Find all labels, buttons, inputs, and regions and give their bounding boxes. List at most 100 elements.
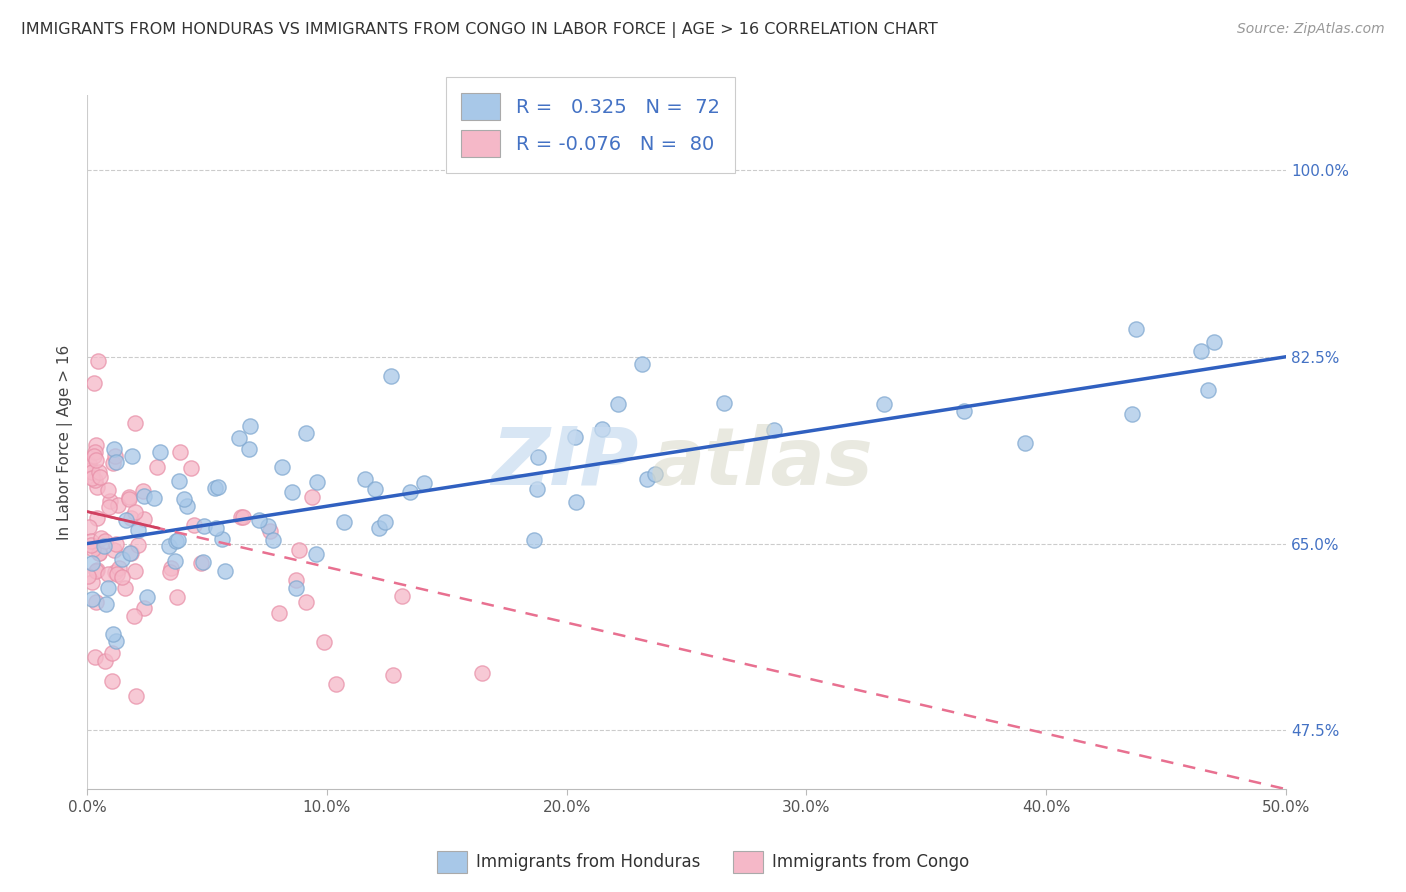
Point	[399, 485, 422, 500]
Point	[1204, 334, 1226, 349]
Point	[84, 438, 107, 452]
Point	[607, 397, 630, 411]
Point	[228, 431, 250, 445]
Point	[111, 570, 134, 584]
Point	[191, 554, 214, 568]
Point	[169, 475, 191, 489]
Point	[249, 513, 271, 527]
Point	[105, 567, 128, 582]
Point	[117, 491, 139, 505]
Point	[305, 475, 328, 489]
Point	[271, 459, 294, 474]
Point	[77, 520, 100, 534]
Point	[333, 515, 356, 529]
Point	[207, 480, 229, 494]
Point	[167, 533, 190, 547]
Point	[82, 575, 104, 590]
Point	[364, 482, 387, 496]
Point	[132, 601, 155, 615]
Legend: Immigrants from Honduras, Immigrants from Congo: Immigrants from Honduras, Immigrants fro…	[430, 845, 976, 880]
Point	[1121, 407, 1143, 421]
Point	[93, 654, 115, 668]
Point	[97, 566, 120, 581]
Point	[143, 491, 166, 505]
Point	[89, 470, 111, 484]
Point	[132, 511, 155, 525]
Point	[713, 395, 735, 409]
Point	[105, 537, 128, 551]
Point	[526, 482, 548, 496]
Point	[101, 627, 124, 641]
Point	[118, 492, 141, 507]
Point	[84, 595, 107, 609]
Point	[80, 463, 103, 477]
Y-axis label: In Labor Force | Age > 16: In Labor Force | Age > 16	[58, 344, 73, 540]
Point	[86, 480, 108, 494]
Point	[132, 483, 155, 498]
Point	[169, 444, 191, 458]
Point	[380, 368, 402, 383]
Point	[83, 449, 105, 463]
Point	[762, 423, 785, 437]
Point	[84, 445, 107, 459]
Point	[231, 510, 253, 524]
Point	[301, 490, 323, 504]
Point	[267, 606, 290, 620]
Point	[115, 513, 138, 527]
Point	[83, 376, 105, 390]
Point	[104, 633, 127, 648]
Point	[214, 565, 236, 579]
Point	[159, 561, 181, 575]
Point	[101, 673, 124, 688]
Point	[83, 650, 105, 665]
Point	[80, 538, 103, 552]
Point	[104, 455, 127, 469]
Point	[523, 533, 546, 547]
Point	[100, 494, 122, 508]
Point	[239, 419, 262, 434]
Point	[127, 538, 149, 552]
Point	[121, 450, 143, 464]
Text: IMMIGRANTS FROM HONDURAS VS IMMIGRANTS FROM CONGO IN LABOR FORCE | AGE > 16 CORR: IMMIGRANTS FROM HONDURAS VS IMMIGRANTS F…	[21, 22, 938, 38]
Point	[96, 581, 118, 595]
Point	[238, 442, 260, 457]
Point	[114, 582, 136, 596]
Point	[86, 511, 108, 525]
Text: ZIP: ZIP	[491, 424, 638, 502]
Point	[295, 426, 318, 441]
Point	[120, 546, 142, 560]
Point	[103, 543, 125, 558]
Point	[87, 465, 110, 479]
Point	[259, 524, 281, 538]
Point	[84, 565, 107, 579]
Point	[565, 495, 588, 509]
Point	[1197, 383, 1219, 397]
Point	[211, 532, 233, 546]
Point	[205, 520, 228, 534]
Point	[391, 589, 413, 603]
Point	[166, 591, 188, 605]
Point	[87, 545, 110, 559]
Point	[631, 357, 654, 371]
Point	[124, 417, 146, 431]
Point	[873, 397, 896, 411]
Point	[285, 573, 308, 587]
Point	[159, 565, 181, 579]
Point	[636, 472, 658, 486]
Point	[183, 517, 205, 532]
Point	[368, 521, 391, 535]
Point	[157, 539, 180, 553]
Point	[80, 465, 103, 479]
Point	[163, 554, 186, 568]
Point	[84, 473, 107, 487]
Point	[166, 534, 188, 549]
Point	[1189, 343, 1212, 358]
Point	[104, 565, 127, 579]
Point	[314, 635, 336, 649]
Point	[93, 539, 115, 553]
Point	[304, 547, 326, 561]
Point	[374, 515, 396, 529]
Point	[527, 450, 550, 465]
Point	[127, 523, 149, 537]
Point	[103, 442, 125, 456]
